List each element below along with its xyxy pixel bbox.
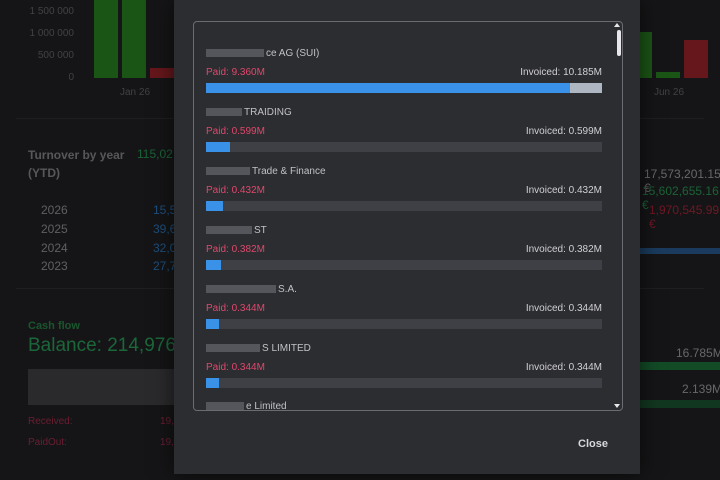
customer-name: TRAIDING bbox=[206, 107, 292, 118]
year-value: 15,5 bbox=[153, 203, 177, 217]
cashflow-balance: Balance: 214,976. bbox=[28, 335, 182, 356]
paidout-value: 19, bbox=[160, 437, 174, 448]
cashflow-right-bar bbox=[640, 362, 720, 370]
turnover-title-line: Turnover by year bbox=[28, 148, 125, 162]
cashflow-right-value: 2.139M bbox=[682, 382, 720, 396]
customer-name: ST bbox=[206, 225, 267, 236]
scrollbar-thumb[interactable] bbox=[617, 30, 621, 56]
y-tick: 0 bbox=[68, 72, 74, 83]
year-label: 2025 bbox=[41, 222, 68, 236]
customer-name-text: TRAIDING bbox=[244, 107, 292, 118]
paid-amount: Paid: 9.360M bbox=[206, 67, 265, 78]
received-label: Received: bbox=[28, 416, 73, 427]
customer-name: Trade & Finance bbox=[206, 166, 326, 177]
turnover-right-value: 15,602,655.16 € bbox=[642, 184, 719, 212]
paid-amount: Paid: 0.344M bbox=[206, 362, 265, 373]
invoiced-amount: Invoiced: 0.344M bbox=[525, 303, 602, 314]
y-tick: 500 000 bbox=[37, 50, 74, 61]
paid-bar-fill bbox=[206, 260, 222, 270]
cashflow-bar bbox=[28, 369, 178, 405]
turnover-progress bbox=[640, 248, 720, 254]
chart-bar bbox=[122, 0, 146, 78]
customer-name-text: Trade & Finance bbox=[252, 166, 326, 177]
invoiced-amount: Invoiced: 0.382M bbox=[525, 244, 602, 255]
scroll-down-icon[interactable] bbox=[614, 404, 620, 408]
month-label: Jan 26 bbox=[120, 87, 151, 98]
year-value: 39,6 bbox=[153, 222, 177, 236]
paidout-label: PaidOut: bbox=[28, 437, 67, 448]
invoiced-amount: Invoiced: 0.599M bbox=[525, 126, 602, 137]
redacted-block bbox=[206, 49, 264, 57]
year-value: 32,0 bbox=[153, 241, 177, 255]
paid-bar-fill bbox=[206, 142, 230, 152]
year-value: 27,7 bbox=[153, 259, 177, 273]
chart-bar bbox=[640, 32, 652, 78]
list-scrollbar[interactable] bbox=[612, 22, 622, 410]
paid-amount: Paid: 0.344M bbox=[206, 303, 265, 314]
year-label: 2023 bbox=[41, 259, 68, 273]
invoiced-bar bbox=[206, 201, 602, 211]
turnover-total: 115,02 bbox=[137, 147, 173, 161]
month-label: Jun 26 bbox=[654, 87, 685, 98]
cashflow-right-bar bbox=[640, 400, 720, 408]
cashflow-right-value: 16.785M bbox=[676, 346, 720, 360]
customer-name: S.A. bbox=[206, 284, 297, 295]
turnover-right-value: 17,573,201.15 € bbox=[644, 167, 720, 195]
customer-name: e Limited bbox=[206, 401, 287, 411]
y-tick: 1 500 000 bbox=[29, 6, 75, 17]
invoiced-amount: Invoiced: 0.432M bbox=[525, 185, 602, 196]
invoiced-bar bbox=[206, 378, 602, 388]
turnover-right-value: 1,970,545.99 € bbox=[649, 203, 720, 231]
invoiced-bar bbox=[206, 319, 602, 329]
redacted-block bbox=[206, 402, 244, 410]
customer-name: ce AG (SUI) bbox=[206, 48, 319, 59]
chart-bar bbox=[684, 40, 708, 78]
received-value: 19, bbox=[160, 416, 174, 427]
chart-bar bbox=[656, 72, 680, 78]
invoiced-bar bbox=[206, 260, 602, 270]
paid-amount: Paid: 0.599M bbox=[206, 126, 265, 137]
customer-name-text: ST bbox=[254, 225, 267, 236]
paid-bar-fill bbox=[206, 378, 220, 388]
year-label: 2024 bbox=[41, 241, 68, 255]
invoiced-amount: Invoiced: 10.185M bbox=[520, 67, 602, 78]
redacted-block bbox=[206, 108, 242, 116]
paid-amount: Paid: 0.432M bbox=[206, 185, 265, 196]
invoiced-bar bbox=[206, 83, 602, 93]
cashflow-title: Cash flow bbox=[28, 320, 80, 332]
close-button[interactable]: Close bbox=[572, 434, 614, 454]
redacted-block bbox=[206, 226, 252, 234]
customer-name-text: e Limited bbox=[246, 401, 287, 411]
customer-name-text: S.A. bbox=[278, 284, 297, 295]
customer-name: S LIMITED bbox=[206, 343, 311, 354]
paid-bar-fill bbox=[206, 83, 570, 93]
y-tick: 1 000 000 bbox=[29, 28, 75, 39]
paid-bar-fill bbox=[206, 201, 224, 211]
paid-bar-fill bbox=[206, 319, 220, 329]
paid-amount: Paid: 0.382M bbox=[206, 244, 265, 255]
redacted-block bbox=[206, 285, 276, 293]
customer-name-text: ce AG (SUI) bbox=[266, 48, 320, 59]
turnover-title-line: (YTD) bbox=[28, 166, 60, 180]
chart-bar bbox=[150, 68, 174, 78]
turnover-title: Turnover by year (YTD) bbox=[28, 146, 124, 182]
invoiced-amount: Invoiced: 0.344M bbox=[525, 362, 602, 373]
redacted-block bbox=[206, 167, 250, 175]
customer-payments-dialog: ce AG (SUI) Paid: 9.360M Invoiced: 10.18… bbox=[174, 0, 640, 474]
scroll-up-icon[interactable] bbox=[614, 23, 620, 27]
redacted-block bbox=[206, 344, 260, 352]
invoiced-bar bbox=[206, 142, 602, 152]
customer-name-text: S LIMITED bbox=[262, 343, 311, 354]
customer-list[interactable]: ce AG (SUI) Paid: 9.360M Invoiced: 10.18… bbox=[193, 21, 623, 411]
year-label: 2026 bbox=[41, 203, 68, 217]
chart-bar bbox=[94, 0, 118, 78]
